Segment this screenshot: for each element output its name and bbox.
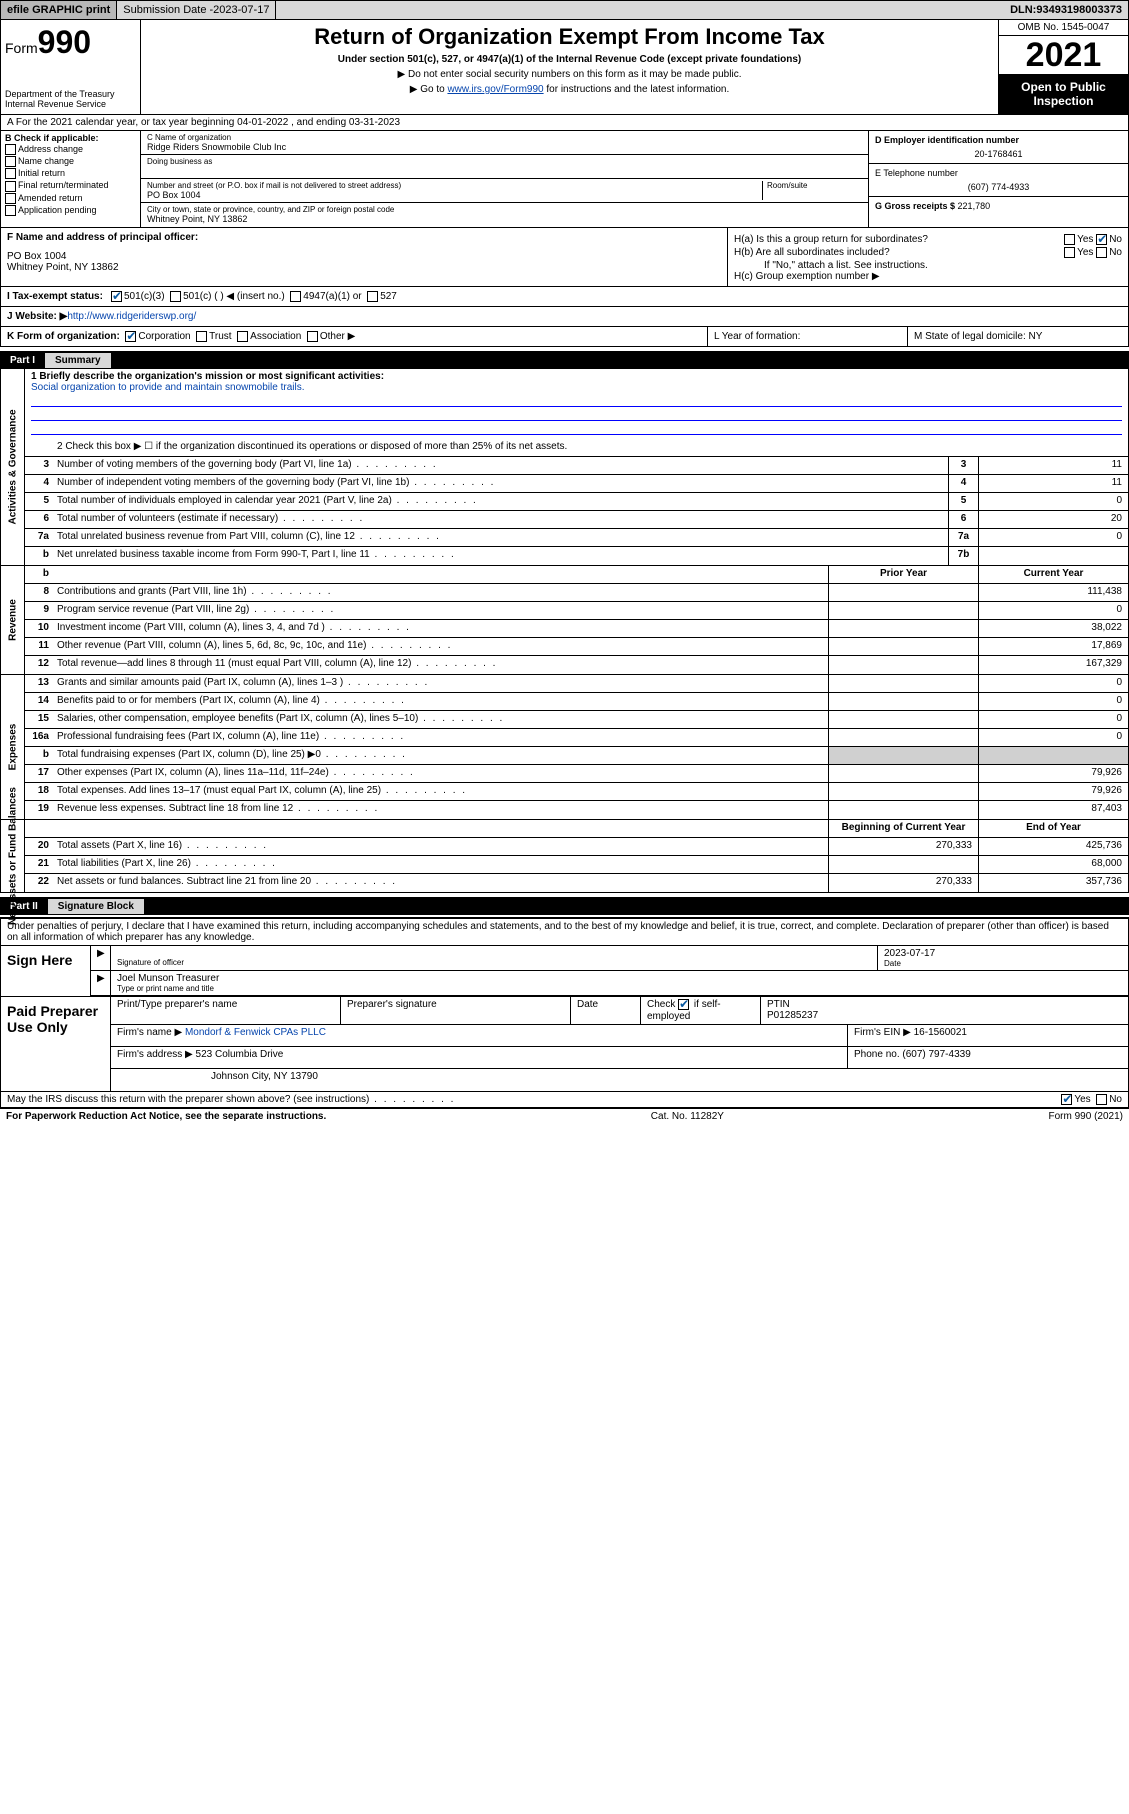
summary-row: 15Salaries, other compensation, employee…	[25, 711, 1128, 729]
top-bar: efile GRAPHIC print Submission Date - 20…	[0, 0, 1129, 20]
dln: DLN: 93493198003373	[1004, 1, 1128, 19]
form-title: Return of Organization Exempt From Incom…	[145, 24, 994, 50]
goto-note: ▶ Go to www.irs.gov/Form990 for instruct…	[145, 84, 994, 95]
perjury-declaration: Under penalties of perjury, I declare th…	[1, 919, 1128, 946]
summary-row: 11Other revenue (Part VIII, column (A), …	[25, 638, 1128, 656]
summary-row: 16aProfessional fundraising fees (Part I…	[25, 729, 1128, 747]
box-d: D Employer identification number 20-1768…	[868, 131, 1128, 227]
box-f: F Name and address of principal officer:…	[1, 228, 728, 286]
gross-receipts: 221,780	[958, 201, 991, 211]
activities-governance: Activities & Governance 1 Briefly descri…	[0, 369, 1129, 566]
part-ii-header: Part II Signature Block	[0, 897, 1129, 915]
website-link[interactable]: http://www.ridgeriderswp.org/	[67, 311, 196, 322]
box-b: B Check if applicable: Address change Na…	[1, 131, 141, 227]
form-number-block: Form990 Department of the Treasury Inter…	[1, 20, 141, 114]
paid-preparer-block: Paid Preparer Use Only Print/Type prepar…	[0, 997, 1129, 1091]
tax-year: 2021	[999, 36, 1128, 74]
ptin: P01285237	[767, 1010, 818, 1021]
firm-phone: (607) 797-4339	[902, 1049, 970, 1060]
submission-date: Submission Date - 2023-07-17	[117, 1, 276, 19]
firm-link[interactable]: Mondorf & Fenwick CPAs PLLC	[185, 1027, 326, 1038]
summary-row: 9Program service revenue (Part VIII, lin…	[25, 602, 1128, 620]
year-block: OMB No. 1545-0047 2021 Open to Public In…	[998, 20, 1128, 114]
year-formation: L Year of formation:	[708, 327, 908, 346]
street-address: PO Box 1004	[147, 190, 762, 200]
open-public: Open to Public Inspection	[999, 74, 1128, 114]
summary-row: 20Total assets (Part X, line 16) 270,333…	[25, 838, 1128, 856]
summary-row: 18Total expenses. Add lines 13–17 (must …	[25, 783, 1128, 801]
summary-row: 17Other expenses (Part IX, column (A), l…	[25, 765, 1128, 783]
box-h: H(a) Is this a group return for subordin…	[728, 228, 1128, 286]
row-j: J Website: ▶ http://www.ridgeriderswp.or…	[0, 307, 1129, 327]
expenses-section: Expenses 13Grants and similar amounts pa…	[0, 675, 1129, 820]
signature-block: Under penalties of perjury, I declare th…	[0, 917, 1129, 997]
summary-row: 19Revenue less expenses. Subtract line 1…	[25, 801, 1128, 819]
telephone: (607) 774-4933	[875, 182, 1122, 192]
summary-row: bNet unrelated business taxable income f…	[25, 547, 1128, 565]
summary-row: 4Number of independent voting members of…	[25, 475, 1128, 493]
revenue-section: Revenue bPrior YearCurrent Year 8Contrib…	[0, 566, 1129, 675]
summary-row: 14Benefits paid to or for members (Part …	[25, 693, 1128, 711]
city-state-zip: Whitney Point, NY 13862	[147, 214, 862, 224]
boxes-fh: F Name and address of principal officer:…	[0, 228, 1129, 287]
summary-row: 12Total revenue—add lines 8 through 11 (…	[25, 656, 1128, 674]
summary-row: 10Investment income (Part VIII, column (…	[25, 620, 1128, 638]
form-title-block: Return of Organization Exempt From Incom…	[141, 20, 998, 114]
efile-print-button[interactable]: efile GRAPHIC print	[1, 1, 117, 19]
state-domicile: M State of legal domicile: NY	[908, 327, 1128, 346]
summary-row: 21Total liabilities (Part X, line 26) 68…	[25, 856, 1128, 874]
may-discuss-row: May the IRS discuss this return with the…	[0, 1092, 1129, 1108]
row-i: I Tax-exempt status: 501(c)(3) 501(c) ( …	[0, 287, 1129, 307]
part-i-header: Part I Summary	[0, 351, 1129, 369]
omb-number: OMB No. 1545-0047	[999, 20, 1128, 36]
mission-text[interactable]: Social organization to provide and maint…	[31, 382, 304, 393]
summary-row: bTotal fundraising expenses (Part IX, co…	[25, 747, 1128, 765]
summary-row: 7aTotal unrelated business revenue from …	[25, 529, 1128, 547]
sign-here-label: Sign Here	[1, 946, 91, 996]
net-assets-section: Net Assets or Fund Balances Beginning of…	[0, 820, 1129, 893]
summary-row: 22Net assets or fund balances. Subtract …	[25, 874, 1128, 892]
summary-row: 8Contributions and grants (Part VIII, li…	[25, 584, 1128, 602]
org-name: Ridge Riders Snowmobile Club Inc	[147, 142, 862, 152]
row-klm: K Form of organization: Corporation Trus…	[0, 327, 1129, 347]
boxes-bcd: B Check if applicable: Address change Na…	[0, 131, 1129, 228]
firm-ein: 16-1560021	[914, 1027, 967, 1038]
summary-row: 5Total number of individuals employed in…	[25, 493, 1128, 511]
form-subtitle: Under section 501(c), 527, or 4947(a)(1)…	[145, 54, 994, 65]
summary-row: 13Grants and similar amounts paid (Part …	[25, 675, 1128, 693]
row-a-tax-year: A For the 2021 calendar year, or tax yea…	[0, 115, 1129, 131]
irs-link[interactable]: www.irs.gov/Form990	[447, 84, 543, 95]
page-footer: For Paperwork Reduction Act Notice, see …	[0, 1108, 1129, 1124]
ein: 20-1768461	[875, 149, 1122, 159]
dept-treasury: Department of the Treasury Internal Reve…	[5, 89, 136, 109]
form-header: Form990 Department of the Treasury Inter…	[0, 20, 1129, 115]
ssn-note: ▶ Do not enter social security numbers o…	[145, 69, 994, 80]
summary-row: 3Number of voting members of the governi…	[25, 457, 1128, 475]
box-c: C Name of organization Ridge Riders Snow…	[141, 131, 868, 227]
summary-row: 6Total number of volunteers (estimate if…	[25, 511, 1128, 529]
